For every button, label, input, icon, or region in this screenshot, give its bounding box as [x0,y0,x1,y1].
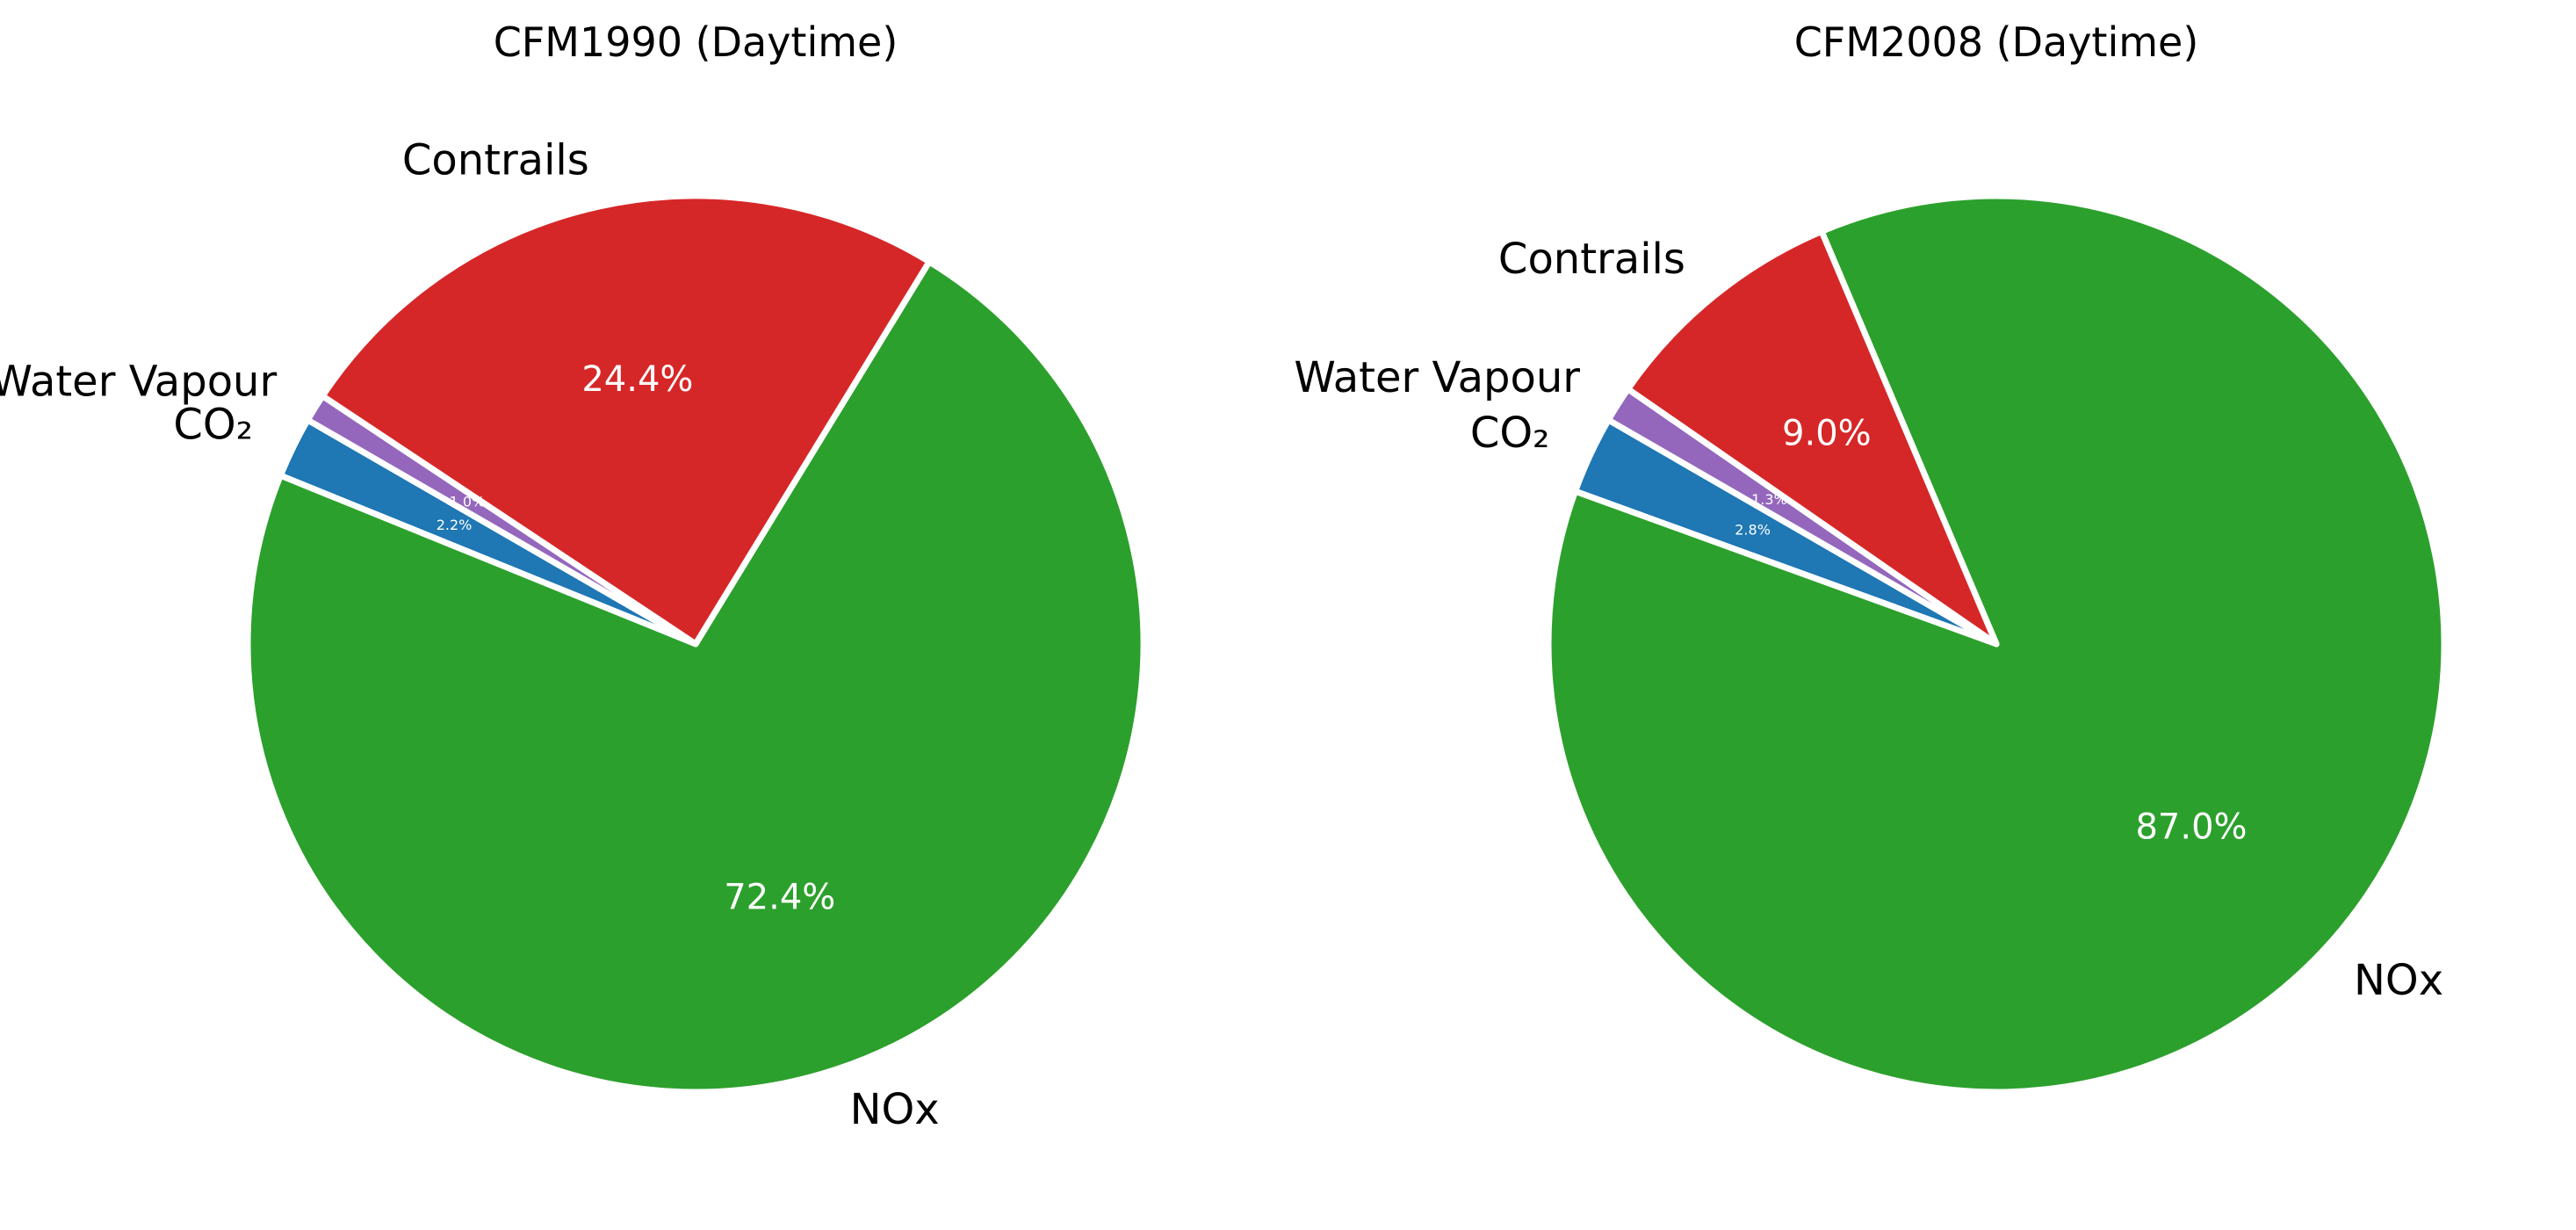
slice-label-nox-cfm2008: NOx [2354,956,2443,1005]
pct-label-contrails-cfm2008: 9.0% [1782,414,1872,454]
slice-label-co2-cfm2008: CO₂ [1470,409,1550,458]
pie-slice-water-vapour-cfm1990 [304,393,699,648]
pie-slice-contrails-cfm2008 [1625,228,2000,648]
slice-label-water-vapour-cfm1990: Water Vapour [0,357,277,406]
pie-labels-cfm1990: CO₂ 2.2% NOx 72.4% Contrails 24.4% Water Vapou… [0,135,940,1134]
pct-label-nox-cfm2008: 87.0% [2135,807,2247,848]
slice-label-contrails-cfm2008: Contrails [1498,235,1685,284]
slice-label-co2-cfm1990: CO₂ [173,401,253,450]
pie-slice-water-vapour-cfm2008 [1605,386,2000,648]
pie-slice-contrails-cfm1990 [319,192,933,648]
pie-labels-cfm2008: CO₂ 2.8% NOx 87.0% Contrails 9.0% Water Vapour… [1294,235,2443,1005]
slice-label-contrails-cfm1990: Contrails [402,135,589,184]
pct-label-co2-cfm2008: 2.8% [1735,521,1771,538]
pie-chart-cfm2008: CFM2008 (Daytime) CO₂ 2.8% NOx 87.0% Contrai… [1294,18,2448,1096]
slice-label-water-vapour-cfm2008: Water Vapour [1294,353,1580,402]
pct-label-water-vapour-cfm1990: 1.0% [450,493,486,510]
pct-label-contrails-cfm1990: 24.4% [581,359,693,400]
pct-label-water-vapour-cfm2008: 1.3% [1751,491,1787,508]
chart-title-cfm2008: CFM2008 (Daytime) [1794,18,2199,66]
pct-label-nox-cfm1990: 72.4% [724,878,835,918]
pie-slices-cfm1990 [244,192,1147,1096]
chart-title-cfm1990: CFM1990 (Daytime) [494,18,898,66]
pie-slice-nox-cfm1990 [244,258,1147,1096]
slice-label-nox-cfm1990: NOx [850,1085,940,1134]
pie-slices-cfm2008 [1545,192,2448,1096]
pie-chart-cfm1990: CFM1990 (Daytime) CO₂ 2.2% NOx 72.4% Contrai… [0,18,1147,1134]
pct-label-co2-cfm1990: 2.2% [437,517,473,533]
